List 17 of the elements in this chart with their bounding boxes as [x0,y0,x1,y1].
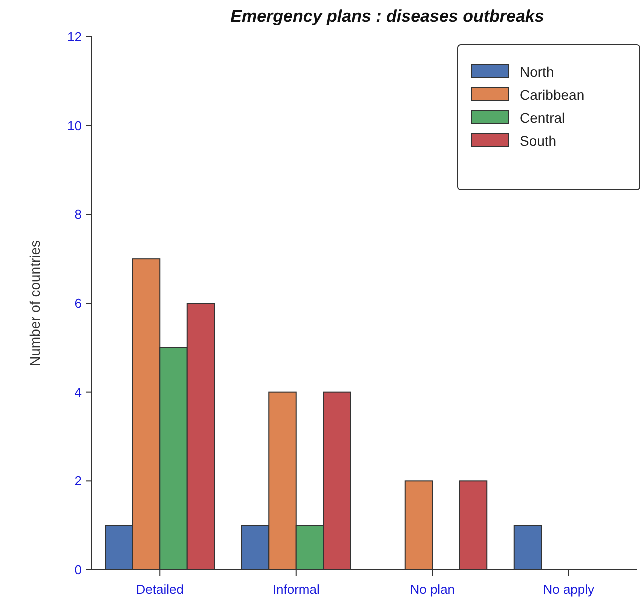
legend-label: South [520,132,557,149]
legend-label: North [520,64,554,80]
chart-title: Emergency plans : diseases outbreaks [230,7,544,26]
y-axis-title: Number of countries [27,240,43,367]
x-tick-label: No apply [543,582,596,597]
y-tick-label: 0 [74,562,82,578]
x-tick-label: No plan [410,582,456,597]
y-tick-label: 6 [74,296,82,312]
y-tick-label: 12 [68,30,82,45]
y-tick-label: 2 [74,474,82,489]
legend-label: Central [520,110,566,126]
y-tick-label: 10 [68,118,82,134]
x-tick-label: Detailed [136,582,184,597]
y-tick-label: 4 [74,384,82,400]
legend-label: Caribbean [520,86,585,103]
x-tick-label: Informal [272,582,320,597]
y-tick-label: 8 [74,207,82,222]
